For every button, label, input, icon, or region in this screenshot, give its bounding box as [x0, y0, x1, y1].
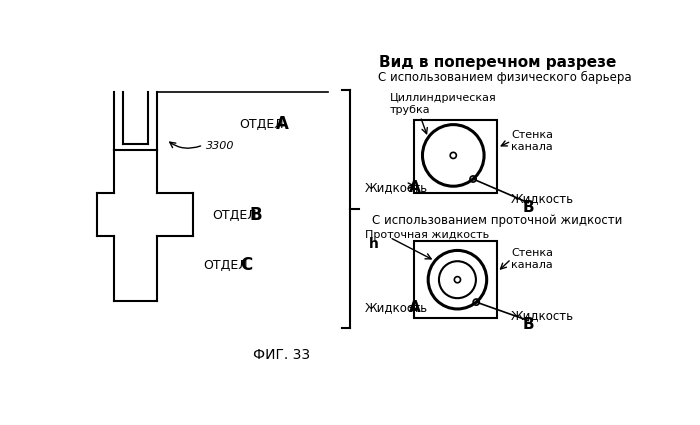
Text: ОТДЕЛ: ОТДЕЛ — [239, 118, 284, 130]
Text: h: h — [369, 236, 379, 250]
Text: Жидкость: Жидкость — [511, 193, 574, 205]
Text: ФИГ. 33: ФИГ. 33 — [253, 348, 310, 362]
Text: С: С — [240, 256, 253, 274]
Text: А: А — [276, 115, 289, 133]
Text: Проточная жидкость: Проточная жидкость — [365, 230, 489, 240]
Text: А: А — [409, 180, 421, 195]
Text: ОТДЕЛ: ОТДЕЛ — [213, 209, 257, 221]
Bar — [414, 241, 497, 318]
Text: В: В — [523, 317, 534, 332]
Text: С использованием проточной жидкости: С использованием проточной жидкости — [372, 214, 622, 227]
Bar — [414, 120, 497, 193]
Text: Циллиндрическая
трубка: Циллиндрическая трубка — [389, 94, 496, 115]
Text: Вид в поперечном разрезе: Вид в поперечном разрезе — [379, 55, 616, 70]
Text: Жидкость: Жидкость — [511, 309, 574, 322]
Text: В: В — [523, 200, 534, 215]
Text: В: В — [249, 206, 262, 224]
Text: Стенка
канала: Стенка канала — [511, 130, 553, 152]
Text: ОТДЕЛ: ОТДЕЛ — [203, 258, 248, 272]
Text: Жидкость: Жидкость — [365, 181, 428, 194]
Text: 3300: 3300 — [206, 141, 235, 151]
Text: С использованием физического барьера: С использованием физического барьера — [378, 71, 632, 85]
Text: Стенка
канала: Стенка канала — [511, 248, 553, 270]
Text: А: А — [409, 300, 421, 315]
Text: Жидкость: Жидкость — [365, 301, 428, 314]
